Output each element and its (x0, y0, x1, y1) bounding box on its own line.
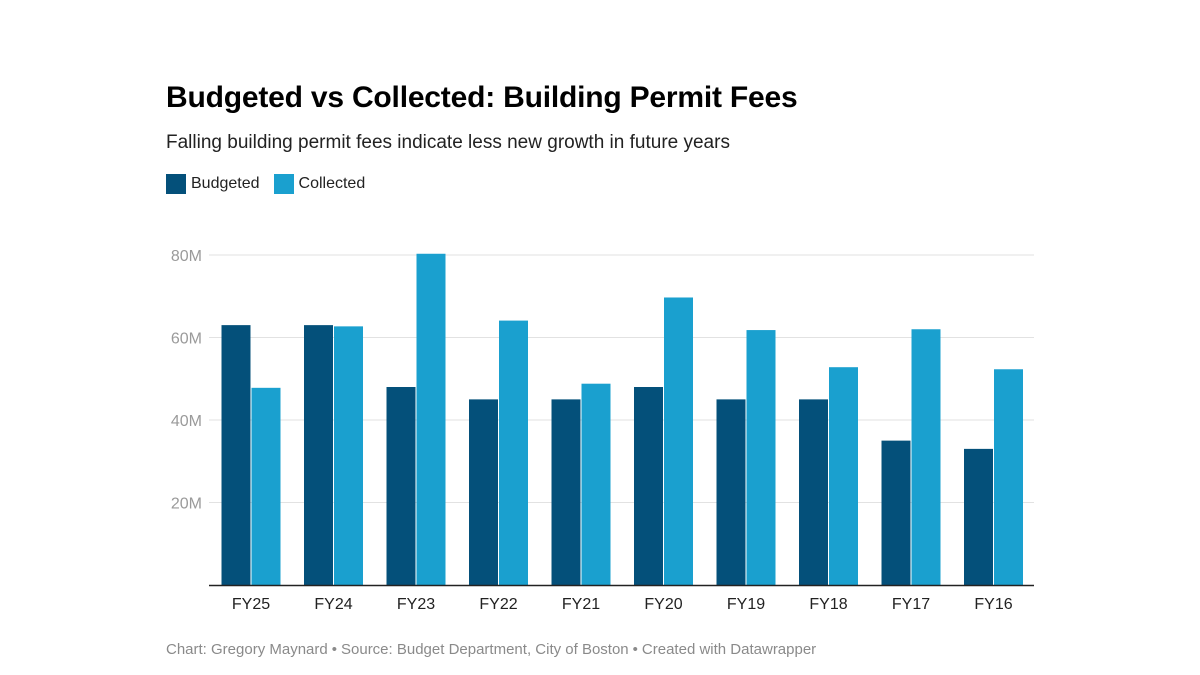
bar-collected-fy24 (334, 326, 363, 585)
bar-budgeted-fy25 (221, 325, 251, 585)
bar-collected-fy22 (499, 320, 528, 585)
bar-collected-fy19 (746, 330, 776, 585)
x-tick-label: FY22 (479, 596, 517, 613)
chart-footer: Chart: Gregory Maynard • Source: Budget De… (166, 641, 816, 658)
bar-budgeted-fy22 (469, 399, 498, 585)
legend: Budgeted Collected (166, 174, 379, 194)
x-tick-label: FY17 (892, 596, 930, 613)
bar-collected-fy25 (251, 387, 281, 585)
y-tick-label: 60M (171, 331, 202, 348)
x-tick-label: FY16 (974, 596, 1012, 613)
footer-source: Source: Budget Department, City of Bosto… (341, 641, 629, 658)
bar-collected-fy17 (911, 329, 941, 585)
bar-budgeted-fy24 (304, 325, 333, 585)
chart-title: Budgeted vs Collected: Building Permit F… (166, 81, 798, 114)
y-tick-label: 20M (171, 496, 202, 513)
bar-budgeted-fy18 (799, 399, 828, 585)
footer-separator: • (632, 641, 638, 658)
x-tick-label: FY23 (397, 596, 435, 613)
bar-budgeted-fy16 (964, 448, 993, 585)
x-tick-label: FY24 (314, 596, 352, 613)
x-tick-label: FY19 (727, 596, 765, 613)
bar-budgeted-fy20 (634, 387, 663, 585)
footer-credit: Chart: Gregory Maynard (166, 641, 328, 658)
x-tick-label: FY25 (232, 596, 270, 613)
legend-label-collected: Collected (298, 175, 366, 192)
footer-created-with: Created with Datawrapper (641, 641, 817, 658)
legend-item-collected: Collected (273, 174, 366, 194)
y-tick-label: 80M (171, 248, 202, 265)
chart-subtitle: Falling building permit fees indicate le… (166, 132, 730, 153)
bar-collected-fy21 (581, 383, 611, 585)
legend-label-budgeted: Budgeted (191, 175, 260, 192)
bar-collected-fy23 (416, 253, 446, 585)
legend-item-budgeted: Budgeted (166, 174, 260, 194)
bar-budgeted-fy21 (551, 399, 581, 585)
bar-budgeted-fy17 (881, 440, 911, 585)
y-tick-label: 40M (171, 413, 202, 430)
x-tick-label: FY20 (644, 596, 682, 613)
x-tick-label: FY21 (562, 596, 600, 613)
bar-collected-fy18 (829, 367, 858, 585)
footer-separator: • (331, 641, 337, 658)
bar-budgeted-fy23 (386, 387, 416, 585)
bar-collected-fy20 (664, 297, 693, 585)
legend-swatch-budgeted (166, 174, 186, 194)
x-tick-label: FY18 (809, 596, 847, 613)
legend-swatch-collected (273, 174, 294, 194)
bar-collected-fy16 (994, 369, 1023, 585)
bar-budgeted-fy19 (716, 399, 746, 585)
